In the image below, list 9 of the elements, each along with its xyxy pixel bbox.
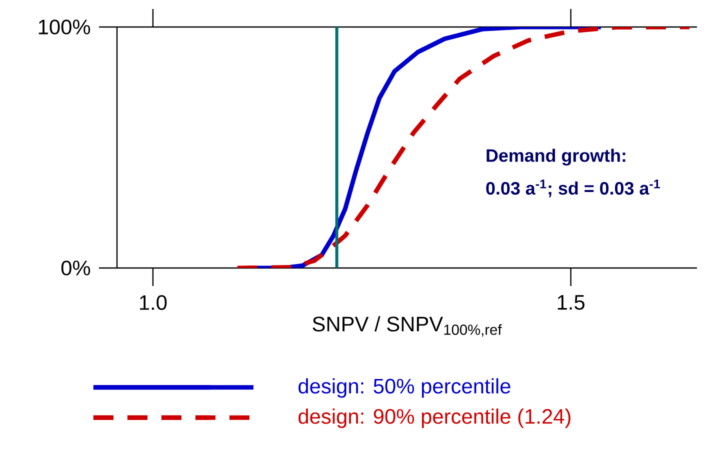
y-tick-label: 0% (61, 260, 90, 276)
x-tick-label: 1.5 (558, 295, 584, 310)
x-axis-title: SNPV / SNPV$_{100%,ref}$ (312, 316, 502, 337)
x-tick-label: 1.0 (140, 295, 167, 310)
annotation: Demand growth: (486, 148, 626, 166)
text: design: 50% percentile (298, 378, 510, 398)
text: design: 90% percentile (1.24) (298, 408, 570, 428)
annotation: 0.03 a$^{-1}$; sd = 0.03 a$^{-1}$ (486, 180, 660, 198)
y-tick-label: 100% (38, 20, 90, 34)
